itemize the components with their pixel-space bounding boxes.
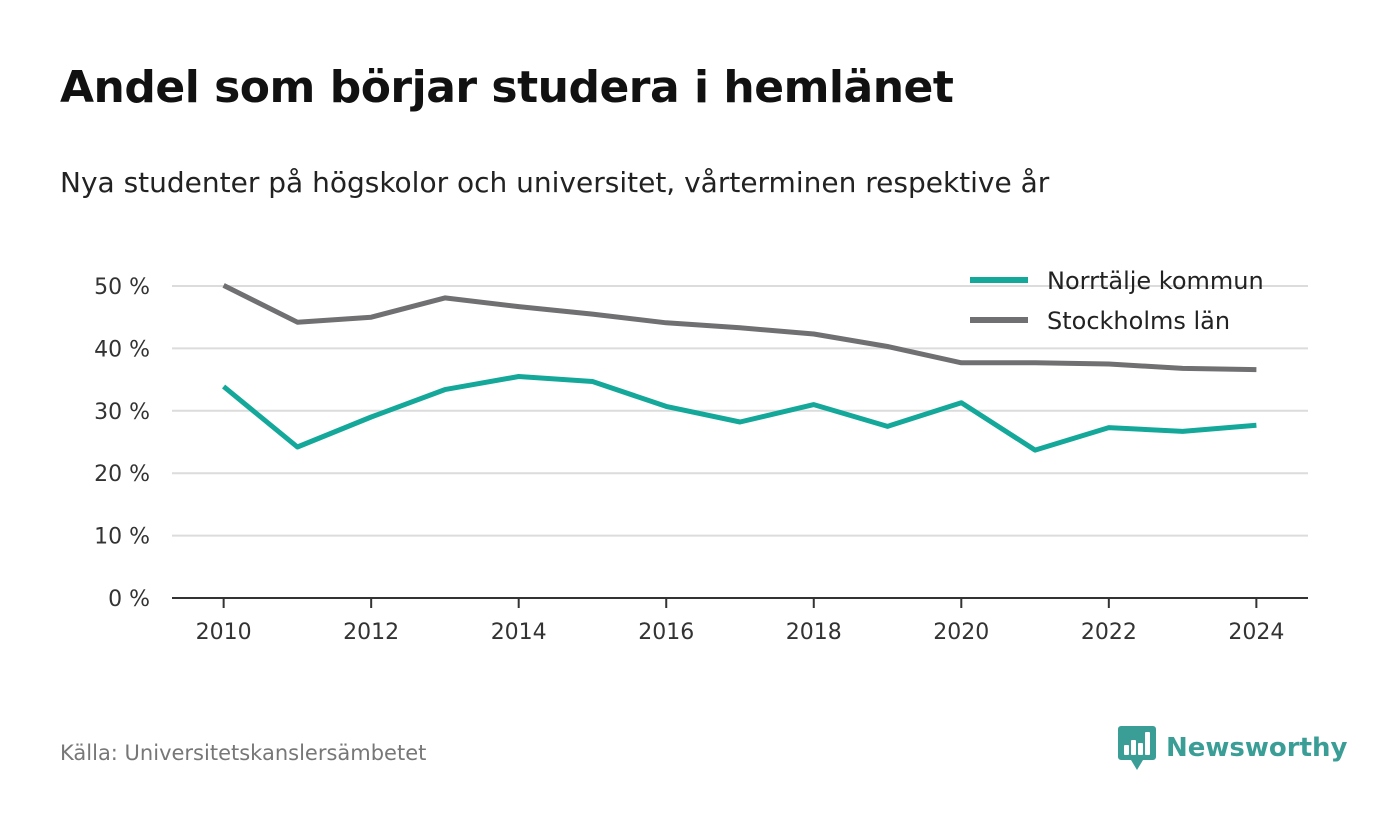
- x-tick-label: 2014: [491, 620, 547, 645]
- x-tick-label: 2022: [1081, 620, 1137, 645]
- series-line-norrt-lje-kommun: [222, 374, 1257, 453]
- x-tick-label: 2018: [786, 620, 842, 645]
- chart-title: Andel som börjar studera i hemlänet: [60, 62, 954, 113]
- brand-logo: Newsworthy: [1118, 726, 1347, 770]
- x-tick-label: 2012: [343, 620, 399, 645]
- y-tick-label: 20 %: [94, 462, 150, 487]
- x-tick-label: 2024: [1228, 620, 1284, 645]
- series-line-stockholms-l-n: [222, 283, 1257, 373]
- y-tick-label: 50 %: [94, 275, 150, 300]
- y-tick-label: 0 %: [108, 587, 150, 612]
- x-axis-tick-labels: 2010 2012 2014 2016 2018 2020 2022 2024: [196, 620, 1285, 645]
- legend-label: Stockholms län: [1047, 307, 1230, 335]
- y-tick-label: 10 %: [94, 525, 150, 550]
- legend-label: Norrtälje kommun: [1047, 267, 1264, 295]
- y-axis-tick-labels: 0 % 10 % 20 % 30 % 40 % 50 %: [94, 275, 150, 612]
- gridlines: [172, 285, 1308, 537]
- brand-name: Newsworthy: [1166, 733, 1348, 763]
- source-note: Källa: Universitetskanslersämbetet: [60, 741, 427, 765]
- bar-chart-speech-bubble-icon: [1118, 726, 1156, 770]
- x-tick-label: 2020: [933, 620, 989, 645]
- series-lines: [222, 283, 1257, 453]
- legend: Norrtälje kommun Stockholms län: [970, 267, 1264, 335]
- chart-subtitle: Nya studenter på högskolor och universit…: [60, 166, 1050, 199]
- x-tick-label: 2016: [638, 620, 694, 645]
- y-tick-label: 30 %: [94, 400, 150, 425]
- y-tick-label: 40 %: [94, 337, 150, 362]
- x-tick-label: 2010: [196, 620, 252, 645]
- x-axis: [172, 597, 1308, 608]
